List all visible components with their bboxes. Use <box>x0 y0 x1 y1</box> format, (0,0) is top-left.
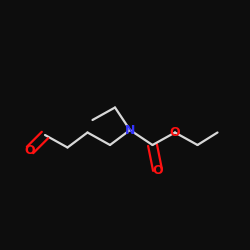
Text: N: N <box>125 124 135 136</box>
Text: O: O <box>25 144 35 156</box>
Text: O: O <box>170 126 180 139</box>
Text: O: O <box>152 164 163 176</box>
